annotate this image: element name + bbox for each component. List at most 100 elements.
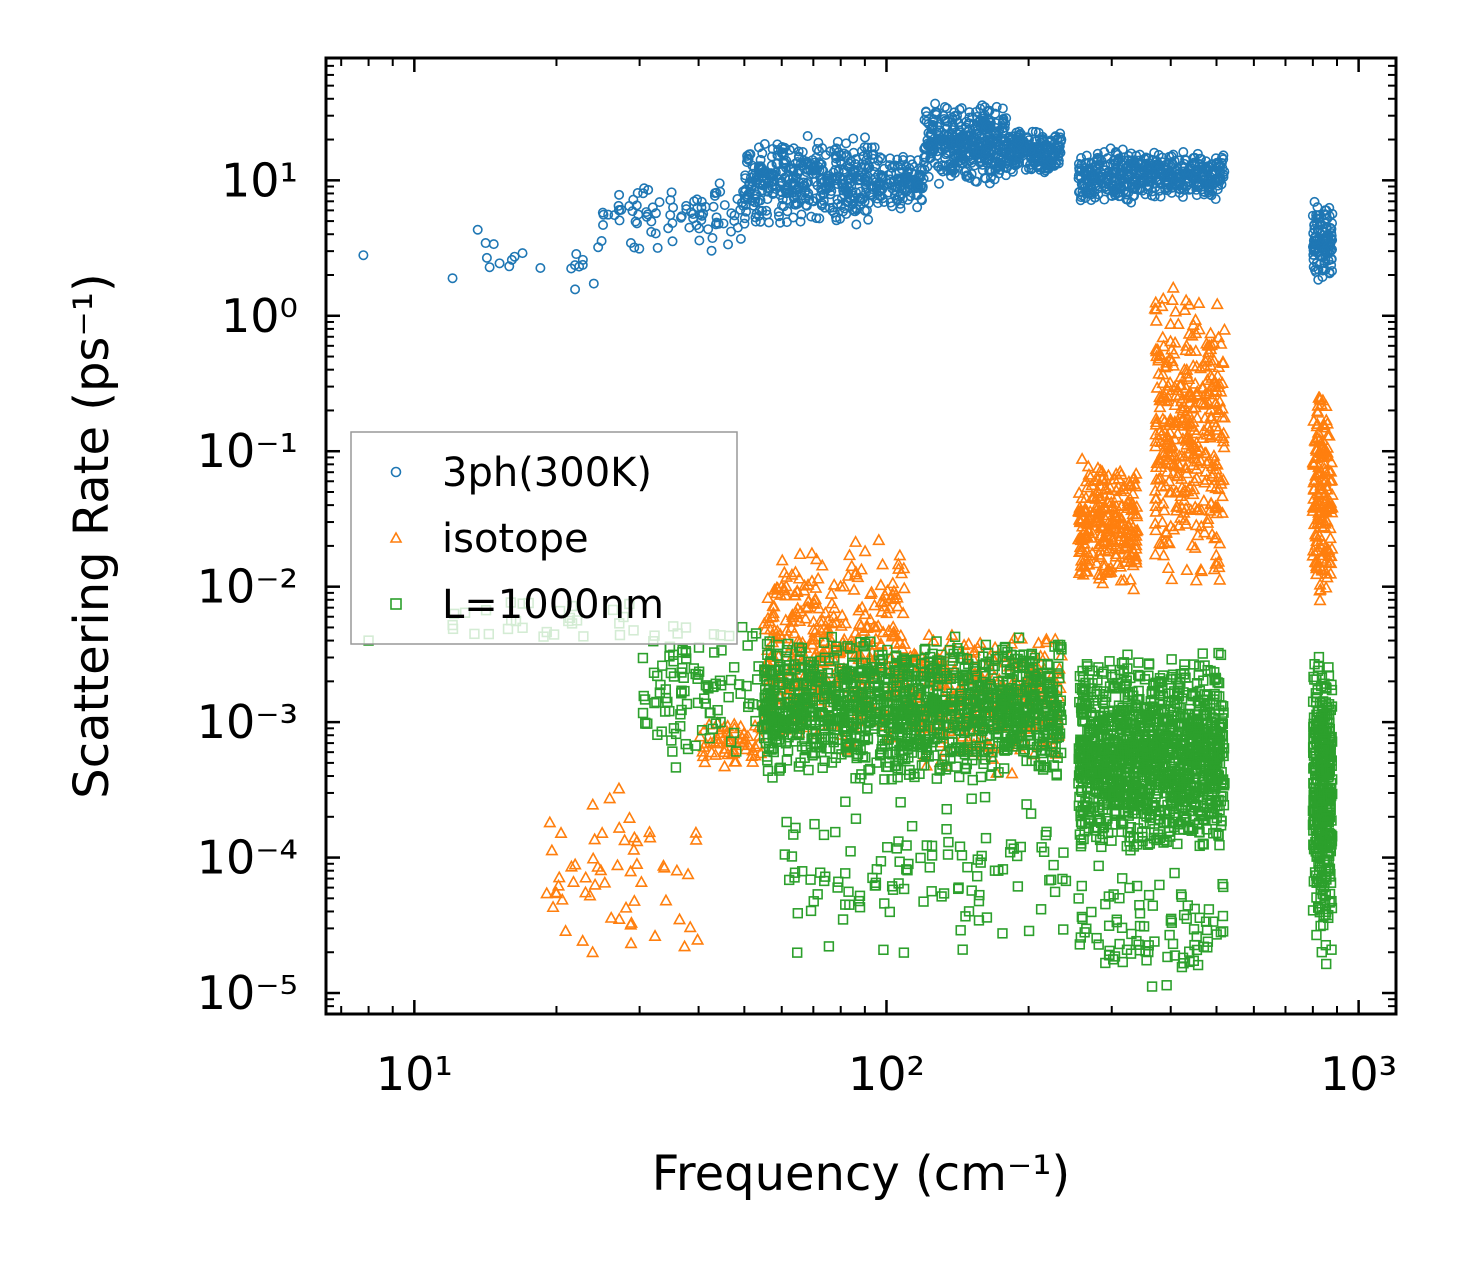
data-point xyxy=(975,103,986,114)
data-point xyxy=(1043,143,1054,154)
data-point xyxy=(848,205,859,216)
data-point xyxy=(630,857,644,869)
data-point xyxy=(755,195,766,206)
data-point xyxy=(927,137,938,148)
data-point xyxy=(670,762,682,773)
data-point xyxy=(1164,317,1178,330)
data-point xyxy=(796,209,807,220)
data-point xyxy=(1048,859,1059,871)
data-point xyxy=(923,171,934,182)
data-point xyxy=(1012,881,1024,892)
data-point xyxy=(1055,128,1066,139)
data-point xyxy=(681,698,693,710)
data-point xyxy=(830,212,841,223)
data-point xyxy=(506,254,517,265)
data-point xyxy=(779,157,790,168)
data-point xyxy=(574,261,585,272)
data-point xyxy=(566,875,581,887)
data-point xyxy=(1014,126,1025,137)
data-point xyxy=(692,194,703,205)
data-point xyxy=(916,194,927,205)
data-point xyxy=(597,207,608,218)
data-point xyxy=(984,166,995,177)
data-point xyxy=(624,916,638,928)
data-point xyxy=(696,210,707,221)
data-point xyxy=(870,161,881,172)
data-point xyxy=(973,895,985,907)
data-point xyxy=(588,877,602,890)
data-point xyxy=(966,793,977,804)
data-point xyxy=(947,125,958,136)
data-point xyxy=(630,216,641,227)
data-point xyxy=(1077,181,1088,192)
data-point xyxy=(792,947,803,958)
data-point xyxy=(922,161,933,172)
data-point xyxy=(1141,152,1152,163)
data-point xyxy=(739,218,750,229)
data-point xyxy=(997,118,1008,129)
data-point xyxy=(614,204,625,215)
data-point xyxy=(707,233,718,244)
data-point xyxy=(985,158,996,169)
data-point xyxy=(1161,561,1175,574)
data-point xyxy=(358,250,369,261)
data-point xyxy=(851,219,862,230)
data-point xyxy=(924,862,935,873)
data-point xyxy=(723,691,734,703)
data-point xyxy=(659,893,673,906)
data-point xyxy=(481,252,492,263)
data-point xyxy=(898,947,910,958)
data-point xyxy=(893,548,907,561)
data-point xyxy=(728,662,740,673)
data-point xyxy=(773,150,784,161)
data-point xyxy=(637,707,649,719)
data-point xyxy=(757,164,768,175)
data-point xyxy=(559,924,573,936)
data-point xyxy=(942,103,953,114)
data-point xyxy=(648,929,662,941)
data-point xyxy=(939,102,950,113)
data-point xyxy=(646,226,657,237)
data-point xyxy=(686,207,697,218)
data-point xyxy=(714,178,725,189)
data-point xyxy=(788,172,799,183)
data-point xyxy=(949,167,960,178)
data-point xyxy=(763,217,774,228)
data-point xyxy=(1156,291,1170,304)
data-point xyxy=(898,151,909,162)
data-point xyxy=(678,672,689,684)
data-point xyxy=(612,821,626,833)
data-point xyxy=(980,832,992,844)
data-point xyxy=(781,816,792,828)
data-point xyxy=(845,846,856,857)
data-point xyxy=(901,185,912,196)
data-point xyxy=(579,870,593,883)
data-point xyxy=(913,178,924,189)
data-point xyxy=(718,218,729,229)
data-point xyxy=(593,242,604,253)
data-point xyxy=(805,905,817,917)
data-point xyxy=(920,106,931,117)
data-point xyxy=(877,173,888,184)
data-point xyxy=(1049,145,1060,156)
data-point xyxy=(971,871,983,882)
data-point xyxy=(895,198,906,209)
data-point xyxy=(788,143,799,154)
data-point xyxy=(921,111,932,122)
data-point xyxy=(586,945,600,958)
data-point xyxy=(962,862,973,873)
data-point xyxy=(954,841,966,852)
data-point xyxy=(742,640,753,651)
data-point xyxy=(1106,168,1117,179)
data-point xyxy=(847,582,861,595)
data-point xyxy=(961,116,972,127)
data-point xyxy=(811,143,822,154)
data-point xyxy=(1146,190,1157,201)
data-point xyxy=(957,944,968,955)
data-point xyxy=(813,137,824,148)
data-point xyxy=(598,220,609,231)
data-point xyxy=(739,213,750,224)
data-point xyxy=(833,147,844,158)
data-point xyxy=(912,202,923,213)
data-point xyxy=(838,189,849,200)
